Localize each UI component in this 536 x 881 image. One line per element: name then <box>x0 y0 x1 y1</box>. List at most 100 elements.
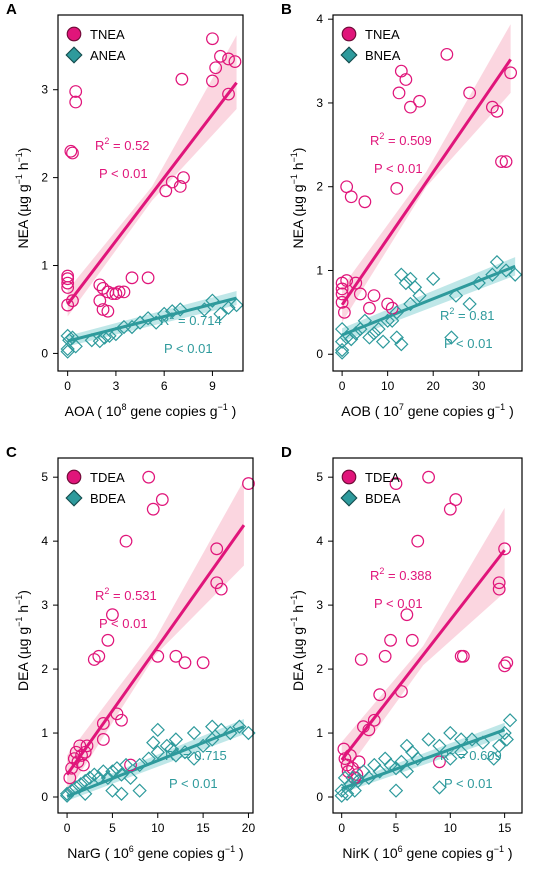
data-point-bdea <box>195 738 211 753</box>
data-point-bdea <box>123 770 138 785</box>
confidence-band-tdea <box>341 507 505 778</box>
legend-label-tnea: TNEA <box>90 27 125 42</box>
data-point-bdea <box>350 773 366 789</box>
p-value-label-bnea: P < 0.01 <box>444 336 493 351</box>
data-point-tnea <box>69 85 83 98</box>
data-point-bdea <box>114 767 129 782</box>
y-tick-label: 1 <box>41 259 48 273</box>
data-point-tdea <box>443 502 457 516</box>
legend-marker-bdea <box>340 489 358 507</box>
data-point-tdea <box>492 582 506 596</box>
x-tick-label: 10 <box>381 379 395 393</box>
data-point-tnea <box>66 146 79 160</box>
data-point-bdea <box>168 748 184 763</box>
data-point-bnea <box>394 337 409 352</box>
data-point-bdea <box>150 745 165 760</box>
data-point-tdea <box>500 656 514 670</box>
data-point-tnea <box>495 155 508 168</box>
panel-label: B <box>281 1 292 18</box>
data-point-bdea <box>141 751 156 766</box>
data-point-tnea <box>504 66 518 80</box>
data-point-bdea <box>377 751 393 766</box>
data-point-tnea <box>61 269 75 283</box>
data-point-bnea <box>366 326 382 341</box>
data-point-tdea <box>456 649 470 663</box>
data-point-anea <box>221 300 236 315</box>
x-tick-label: 0 <box>338 821 345 835</box>
data-point-bnea <box>471 275 486 291</box>
p-value-label-tnea: P < 0.01 <box>99 166 148 181</box>
data-point-anea <box>92 333 107 349</box>
data-point-tdea <box>395 685 408 698</box>
x-axis-label: NirK ( 106 gene copies g−1 ) <box>342 844 512 861</box>
data-point-bdea <box>186 751 202 766</box>
data-point-tdea <box>142 470 156 484</box>
panel-label: D <box>281 444 292 461</box>
data-point-tnea <box>159 184 173 198</box>
data-point-tnea <box>61 298 75 312</box>
fit-line-bdea <box>66 725 245 798</box>
data-point-bnea <box>412 288 427 303</box>
y-tick-label: 0 <box>41 790 48 804</box>
data-point-tnea <box>340 274 354 287</box>
r-squared-label-tnea: R2 = 0.52 <box>95 136 150 153</box>
r-squared-label-bdea: R2 = 0.715 <box>165 746 227 763</box>
data-point-tdea <box>96 733 110 746</box>
legend-marker-bnea <box>340 46 358 64</box>
r-squared-label-tdea: R2 = 0.388 <box>370 566 432 583</box>
data-point-anea <box>102 328 117 343</box>
data-point-anea <box>197 302 212 317</box>
data-point-tnea <box>206 74 219 88</box>
data-point-bdea <box>499 732 514 747</box>
data-point-bnea <box>348 326 363 341</box>
y-tick-label: 2 <box>41 171 48 185</box>
fit-line-tnea <box>340 58 512 306</box>
data-point-anea <box>148 315 164 330</box>
data-point-bdea <box>64 783 79 798</box>
data-point-tnea <box>61 276 75 290</box>
data-point-tnea <box>344 190 358 204</box>
data-point-tnea <box>101 304 115 318</box>
data-point-tdea <box>80 739 94 753</box>
data-point-anea <box>140 311 156 326</box>
data-point-tnea <box>381 297 395 311</box>
data-point-bdea <box>475 735 491 750</box>
p-value-label-bdea: P < 0.01 <box>444 776 493 791</box>
x-tick-label: 10 <box>151 821 165 835</box>
data-point-tdea <box>378 649 392 663</box>
x-tick-label: 30 <box>472 379 486 393</box>
y-axis-label: NEA (µg g−1 h−1) <box>289 148 306 249</box>
data-point-tnea <box>367 289 381 303</box>
data-point-bnea <box>426 271 441 287</box>
data-point-bdea <box>168 732 184 747</box>
data-point-tnea <box>165 175 179 189</box>
p-value-label-tdea: P < 0.01 <box>99 616 148 631</box>
panel-d: D 0 5 10 15 0 1 2 3 4 5 NirK ( 106 gene copies g−1 … <box>281 444 523 861</box>
data-point-anea <box>165 304 180 319</box>
data-point-tdea <box>384 633 397 647</box>
data-point-tdea <box>196 656 210 670</box>
data-point-tdea <box>354 653 368 666</box>
data-point-bnea <box>489 254 505 270</box>
data-point-tnea <box>117 285 131 299</box>
data-point-tnea <box>66 294 79 308</box>
data-point-tdea <box>214 582 228 596</box>
data-point-bdea <box>388 783 404 798</box>
data-point-bnea <box>403 296 418 312</box>
plot-frame <box>332 14 523 372</box>
data-point-bnea <box>334 334 350 349</box>
data-point-tnea <box>335 287 349 301</box>
data-point-bdea <box>443 725 458 741</box>
data-point-tnea <box>93 278 107 292</box>
data-point-bdea <box>78 786 93 801</box>
legend-marker-tnea <box>66 26 82 42</box>
data-point-bnea <box>398 275 414 291</box>
r-squared-label-tnea: R2 = 0.509 <box>370 131 432 148</box>
panel-b: B 0 10 20 30 0 1 2 3 4 AOB ( 107 gene copies g−1 )… <box>281 1 523 419</box>
data-point-tnea <box>109 287 123 301</box>
data-point-bnea <box>371 321 386 337</box>
data-point-bnea <box>444 330 459 345</box>
data-point-anea <box>157 306 172 322</box>
data-point-anea <box>213 306 228 322</box>
